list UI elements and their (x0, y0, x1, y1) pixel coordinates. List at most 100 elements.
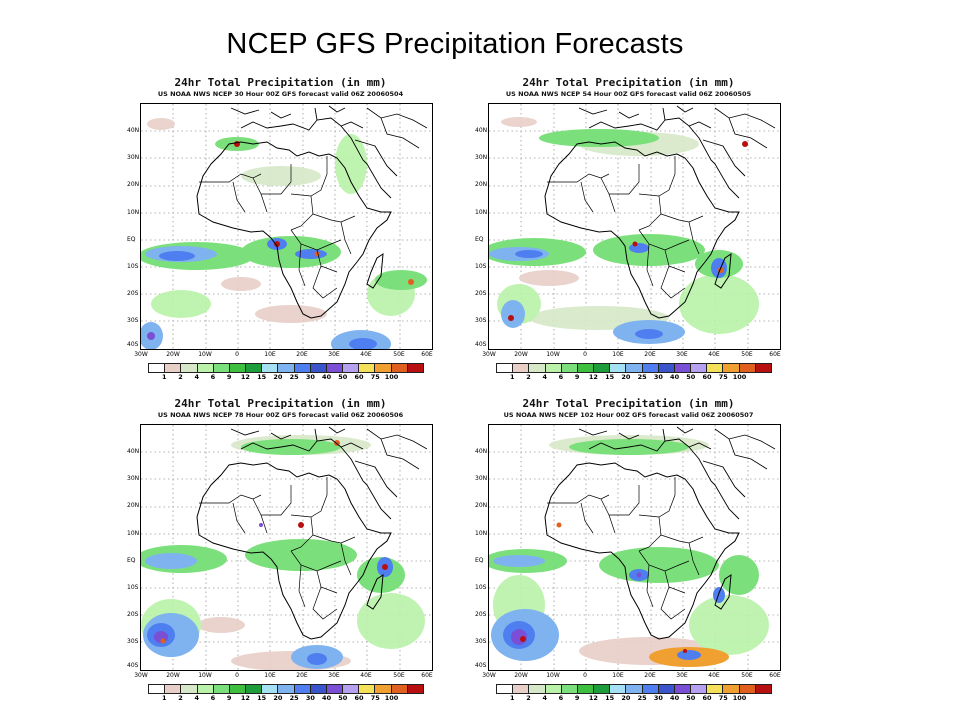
lon-label: 50E (741, 351, 753, 358)
colorbar-label: 60 (354, 373, 364, 381)
colorbar-swatch (197, 364, 214, 372)
lat-label: 20S (127, 611, 139, 618)
colorbar-swatch (407, 685, 423, 693)
lon-label: 0 (235, 351, 239, 358)
lon-label: 10W (546, 351, 560, 358)
colorbar-swatch (545, 685, 562, 693)
colorbar-swatch (391, 685, 408, 693)
colorbar-label: 25 (289, 373, 299, 381)
colorbar-swatch (691, 364, 708, 372)
lon-label: 60E (769, 351, 781, 358)
colorbar-label: 6 (210, 373, 216, 381)
precipitation-map (488, 424, 781, 671)
forecast-panel-54h: 24hr Total Precipitation (in mm) US NOAA… (475, 75, 781, 387)
lon-label: 50E (393, 351, 405, 358)
colorbar-swatch (545, 364, 562, 372)
colorbar-swatch (642, 685, 659, 693)
colorbar-label: 2 (178, 373, 183, 381)
precip-heavy (503, 522, 725, 660)
colorbar-label: 100 (732, 373, 747, 381)
colorbar-swatch (262, 685, 279, 693)
lon-label: 10W (198, 351, 212, 358)
lat-label: 20S (475, 290, 487, 297)
colorbar-label: 100 (384, 373, 399, 381)
colorbar-label: 9 (226, 694, 232, 702)
colorbar-swatch (213, 685, 230, 693)
lon-label: 30E (328, 672, 340, 679)
precip-light (497, 117, 759, 334)
colorbar-swatch (407, 364, 423, 372)
colorbar-swatch (529, 364, 546, 372)
colorbar-label: 40 (670, 694, 680, 702)
lon-label: 20W (514, 672, 528, 679)
colorbar-swatch (707, 685, 724, 693)
colorbar-swatch (326, 685, 344, 693)
lat-label: 10N (475, 530, 488, 537)
panel-subtitle: US NOAA NWS NCEP 30 Hour 00Z GFS forecas… (157, 90, 404, 98)
lon-label: 50E (393, 672, 405, 679)
forecast-panel-30h: 24hr Total Precipitation (in mm) US NOAA… (127, 75, 433, 387)
colorbar-swatch (229, 685, 247, 693)
precipitation-map (488, 103, 781, 350)
precip-light (147, 118, 415, 323)
colorbar-swatch (229, 364, 247, 372)
colorbar-label: 12 (240, 694, 250, 702)
colorbar-swatch (626, 685, 643, 693)
lon-label: 30E (676, 351, 688, 358)
colorbar-swatch (213, 364, 230, 372)
lon-label: 10E (612, 351, 624, 358)
colorbar-label: 1 (509, 694, 515, 702)
lat-label: 10N (127, 530, 140, 537)
lat-label: 40S (127, 341, 139, 348)
panel-title: 24hr Total Precipitation (in mm) (522, 397, 735, 410)
precip-heavy (147, 141, 414, 349)
colorbar-label: 20 (273, 694, 283, 702)
lon-label: 30W (134, 672, 148, 679)
panel-subtitle: US NOAA NWS NCEP 78 Hour 00Z GFS forecas… (157, 411, 404, 419)
lon-label: 20W (166, 351, 180, 358)
colorbar-swatch (326, 364, 344, 372)
lon-label: 0 (235, 672, 239, 679)
lon-label: 10W (546, 672, 560, 679)
colorbar-label: 40 (670, 373, 680, 381)
colorbar-label: 60 (354, 694, 364, 702)
lon-label: 30W (482, 672, 496, 679)
lon-label: 20W (166, 672, 180, 679)
colorbar-label: 75 (718, 373, 728, 381)
colorbar-swatch (739, 685, 756, 693)
colorbar-swatch (642, 364, 659, 372)
colorbar-label: 12 (588, 373, 598, 381)
lat-label: 40N (127, 127, 140, 134)
colorbar-swatch (561, 685, 578, 693)
lon-label: 30W (134, 351, 148, 358)
colorbar-swatch (310, 685, 327, 693)
colorbar-swatch (755, 685, 771, 693)
colorbar-label: 12 (240, 373, 250, 381)
lat-label: 20S (475, 611, 487, 618)
colorbar-swatch (165, 364, 182, 372)
colorbar-swatch (343, 685, 360, 693)
lon-label: 40E (708, 672, 720, 679)
lat-label: 40N (475, 127, 488, 134)
colorbar (148, 363, 424, 373)
lon-label: 40E (360, 351, 372, 358)
colorbar-swatch (375, 685, 392, 693)
colorbar-label: 50 (686, 694, 696, 702)
lat-label: EQ (127, 236, 136, 243)
lat-label: 20N (475, 502, 488, 509)
lat-label: 40N (475, 448, 488, 455)
lat-label: 20N (127, 502, 140, 509)
lon-label: 60E (421, 672, 433, 679)
precip-heavy (147, 440, 393, 665)
slide-title: NCEP GFS Precipitation Forecasts (226, 28, 684, 60)
colorbar-swatch (497, 685, 514, 693)
lon-label: 10E (264, 351, 276, 358)
colorbar-label: 9 (574, 373, 580, 381)
lat-label: 30S (475, 638, 487, 645)
panel-title: 24hr Total Precipitation (in mm) (174, 397, 387, 410)
precip-moderate (489, 439, 759, 667)
colorbar-labels: 1 2 4 6 9 12 15 20 25 30 40 50 60 75 100 (496, 694, 772, 704)
lat-label: EQ (475, 236, 484, 243)
lon-label: 60E (421, 351, 433, 358)
colorbar-label: 1 (509, 373, 515, 381)
